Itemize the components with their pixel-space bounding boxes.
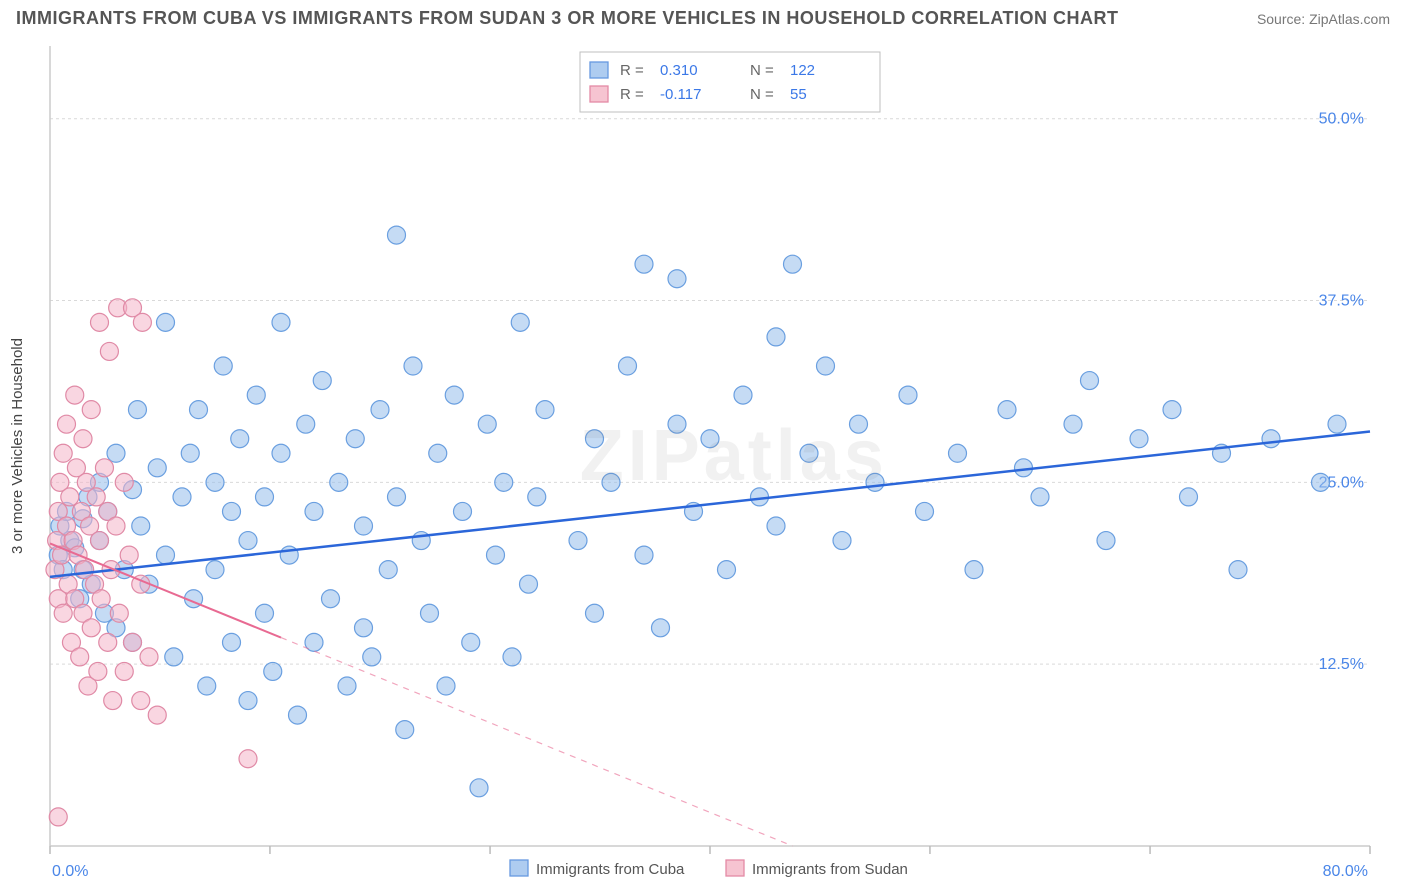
svg-text:0.310: 0.310 (660, 62, 698, 79)
legend-stats: R = 0.310 N = 122 R = -0.117 N = 55 (580, 52, 880, 112)
chart-header: IMMIGRANTS FROM CUBA VS IMMIGRANTS FROM … (0, 0, 1406, 33)
svg-text:Immigrants from Sudan: Immigrants from Sudan (752, 861, 908, 878)
chart-title: IMMIGRANTS FROM CUBA VS IMMIGRANTS FROM … (16, 8, 1119, 29)
chart-area: ZIPatlas 12.5%25.0%37.5%50.0%0.0%80.0%3 … (0, 36, 1406, 892)
svg-text:122: 122 (790, 62, 815, 79)
svg-text:12.5%: 12.5% (1319, 656, 1364, 673)
svg-text:R =: R = (620, 86, 644, 103)
svg-text:0.0%: 0.0% (52, 863, 88, 880)
svg-text:R =: R = (620, 62, 644, 79)
svg-text:37.5%: 37.5% (1319, 293, 1364, 310)
svg-text:3 or more Vehicles in Househol: 3 or more Vehicles in Household (9, 338, 26, 554)
svg-text:50.0%: 50.0% (1319, 111, 1364, 128)
svg-text:N =: N = (750, 62, 774, 79)
svg-text:80.0%: 80.0% (1323, 863, 1368, 880)
scatter-chart: 12.5%25.0%37.5%50.0%0.0%80.0%3 or more V… (0, 36, 1406, 892)
svg-text:-0.117: -0.117 (660, 86, 701, 103)
chart-source: Source: ZipAtlas.com (1257, 11, 1390, 27)
svg-text:55: 55 (790, 86, 807, 103)
svg-text:N =: N = (750, 86, 774, 103)
svg-text:Immigrants from Cuba: Immigrants from Cuba (536, 861, 685, 878)
